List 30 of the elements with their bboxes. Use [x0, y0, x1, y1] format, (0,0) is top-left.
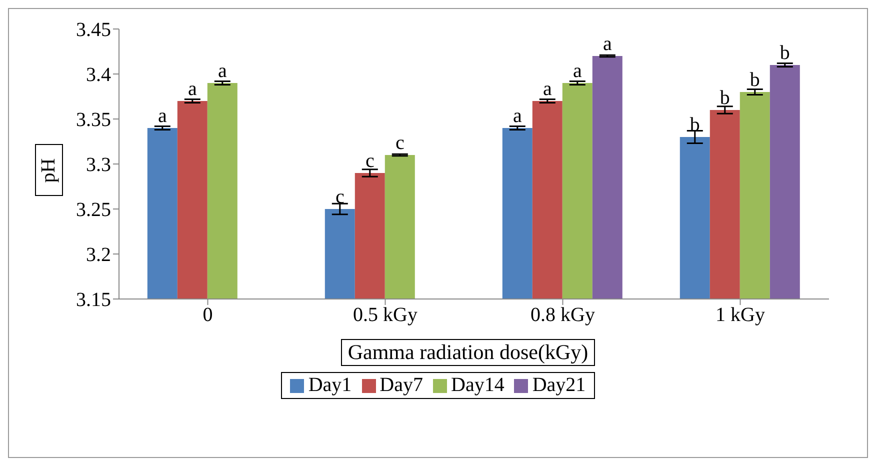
x-tick-label: 1 kGy [716, 304, 765, 326]
y-tick-label: 3.15 [76, 289, 111, 312]
data-label: c [395, 132, 404, 154]
data-label: a [158, 105, 167, 127]
legend-label: Day7 [378, 374, 423, 397]
x-tick-label: 0.8 kGy [530, 304, 595, 326]
y-tick-label: 3.45 [76, 19, 111, 42]
y-tick-label: 3.4 [86, 64, 111, 86]
data-label: c [335, 186, 344, 208]
data-label: a [602, 33, 612, 55]
legend-label: Day21 [531, 374, 586, 397]
data-label: a [512, 105, 522, 127]
data-label: b [780, 42, 790, 64]
data-label: b [720, 87, 730, 109]
y-axis-title: pH [37, 158, 60, 182]
y-tick-label: 3.2 [86, 244, 111, 266]
data-label: a [188, 78, 197, 100]
data-label: a [218, 60, 227, 82]
data-label: a [542, 78, 552, 100]
x-tick-label: 0 [202, 304, 213, 326]
data-label: b [750, 69, 760, 91]
data-label: a [572, 60, 582, 82]
x-tick-label: 0.5 kGy [353, 304, 418, 326]
y-tick-label: 3.3 [86, 154, 111, 176]
y-tick-label: 3.25 [76, 199, 111, 222]
x-axis-title: Gamma radiation dose(kGy) [340, 339, 596, 366]
y-tick-label: 3.35 [76, 109, 111, 132]
legend-label: Day1 [307, 374, 352, 397]
legend-label: Day14 [450, 374, 504, 397]
data-label: c [365, 150, 374, 172]
